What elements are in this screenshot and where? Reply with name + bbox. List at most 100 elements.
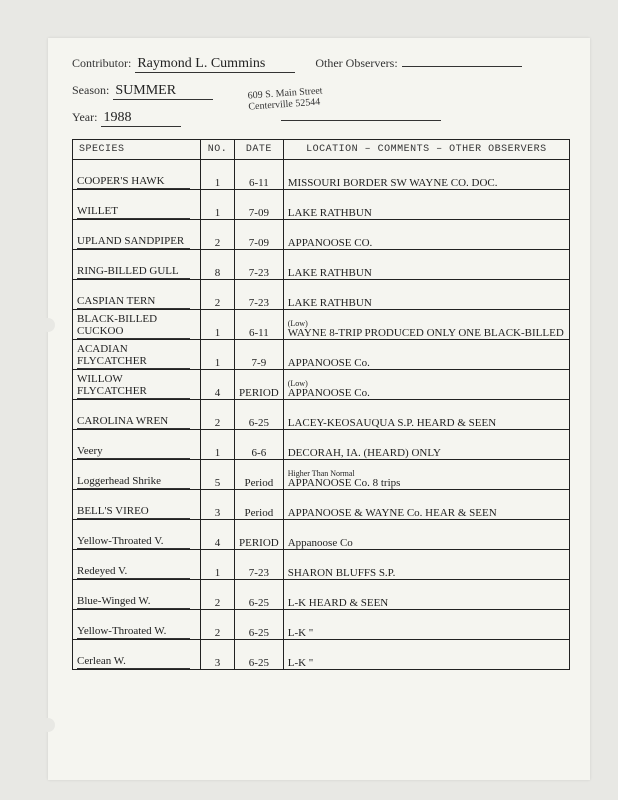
cell-no: 2	[201, 280, 235, 310]
cell-location: SHARON BLUFFS S.P.	[283, 550, 569, 580]
cell-species: CAROLINA WREN	[73, 400, 201, 430]
cell-location: LAKE RATHBUN	[283, 190, 569, 220]
cell-date: 6-6	[235, 430, 284, 460]
cell-date: 7-23	[235, 550, 284, 580]
cell-species: Cerlean W.	[73, 640, 201, 670]
binder-hole	[41, 718, 55, 732]
table-row: ACADIAN FLYCATCHER17-9APPANOOSE Co.	[73, 340, 570, 370]
other-observers-label: Other Observers:	[315, 56, 397, 71]
cell-species: COOPER'S HAWK	[73, 160, 201, 190]
table-row: COOPER'S HAWK16-11MISSOURI BORDER SW WAY…	[73, 160, 570, 190]
year-row: Year: 1988	[72, 110, 570, 127]
cell-date: 6-25	[235, 580, 284, 610]
table-row: CAROLINA WREN26-25LACEY-KEOSAUQUA S.P. H…	[73, 400, 570, 430]
table-row: Cerlean W.36-25L-K "	[73, 640, 570, 670]
cell-location: LAKE RATHBUN	[283, 250, 569, 280]
cell-date: 7-9	[235, 340, 284, 370]
cell-location: LACEY-KEOSAUQUA S.P. HEARD & SEEN	[283, 400, 569, 430]
observation-table: SPECIES NO. DATE LOCATION – COMMENTS – O…	[72, 139, 570, 670]
cell-no: 1	[201, 430, 235, 460]
cell-no: 2	[201, 400, 235, 430]
cell-date: 6-25	[235, 400, 284, 430]
cell-location: Higher Than NormalAPPANOOSE Co. 8 trips	[283, 460, 569, 490]
binder-hole	[41, 318, 55, 332]
table-row: CASPIAN TERN27-23LAKE RATHBUN	[73, 280, 570, 310]
other-observers-value	[402, 66, 522, 67]
cell-location: APPANOOSE & WAYNE Co. HEAR & SEEN	[283, 490, 569, 520]
contributor-row: Contributor: Raymond L. Cummins Other Ob…	[72, 56, 570, 73]
table-row: Loggerhead Shrike5PeriodHigher Than Norm…	[73, 460, 570, 490]
cell-species: UPLAND SANDPIPER	[73, 220, 201, 250]
cell-species: Yellow-Throated V.	[73, 520, 201, 550]
cell-date: PERIOD	[235, 520, 284, 550]
cell-species: ACADIAN FLYCATCHER	[73, 340, 201, 370]
cell-species: Yellow-Throated W.	[73, 610, 201, 640]
cell-no: 3	[201, 640, 235, 670]
cell-species: Redeyed V.	[73, 550, 201, 580]
cell-location: (Low)WAYNE 8-TRIP PRODUCED ONLY ONE BLAC…	[283, 310, 569, 340]
cell-location: APPANOOSE CO.	[283, 220, 569, 250]
contributor-label: Contributor:	[72, 56, 131, 71]
cell-no: 3	[201, 490, 235, 520]
cell-date: 7-23	[235, 280, 284, 310]
cell-no: 4	[201, 520, 235, 550]
cell-no: 1	[201, 160, 235, 190]
cell-no: 8	[201, 250, 235, 280]
contributor-value: Raymond L. Cummins	[135, 56, 295, 73]
cell-date: Period	[235, 490, 284, 520]
cell-no: 1	[201, 340, 235, 370]
cell-species: WILLOW FLYCATCHER	[73, 370, 201, 400]
table-header-row: SPECIES NO. DATE LOCATION – COMMENTS – O…	[73, 140, 570, 160]
table-row: Veery16-6DECORAH, IA. (HEARD) ONLY	[73, 430, 570, 460]
table-row: WILLOW FLYCATCHER4PERIOD(Low)APPANOOSE C…	[73, 370, 570, 400]
note-above: Higher Than Normal	[288, 470, 565, 477]
form-page: Contributor: Raymond L. Cummins Other Ob…	[48, 38, 590, 780]
cell-no: 1	[201, 550, 235, 580]
table-row: UPLAND SANDPIPER27-09APPANOOSE CO.	[73, 220, 570, 250]
header-location: LOCATION – COMMENTS – OTHER OBSERVERS	[283, 140, 569, 160]
header-species: SPECIES	[73, 140, 201, 160]
cell-date: 7-09	[235, 190, 284, 220]
table-row: WILLET17-09LAKE RATHBUN	[73, 190, 570, 220]
season-label: Season:	[72, 83, 109, 98]
cell-no: 2	[201, 610, 235, 640]
cell-date: 7-23	[235, 250, 284, 280]
table-row: BLACK-BILLED CUCKOO16-11(Low)WAYNE 8-TRI…	[73, 310, 570, 340]
cell-no: 4	[201, 370, 235, 400]
cell-location: L-K "	[283, 640, 569, 670]
cell-species: BLACK-BILLED CUCKOO	[73, 310, 201, 340]
cell-no: 2	[201, 220, 235, 250]
season-value: SUMMER	[113, 83, 213, 100]
table-row: Yellow-Throated W.26-25L-K "	[73, 610, 570, 640]
table-row: Redeyed V.17-23SHARON BLUFFS S.P.	[73, 550, 570, 580]
cell-species: WILLET	[73, 190, 201, 220]
year-label: Year:	[72, 110, 97, 125]
year-value: 1988	[101, 110, 181, 127]
cell-date: Period	[235, 460, 284, 490]
cell-no: 1	[201, 310, 235, 340]
note-above: (Low)	[288, 380, 565, 387]
cell-species: RING-BILLED GULL	[73, 250, 201, 280]
cell-date: 6-11	[235, 160, 284, 190]
cell-location: L-K HEARD & SEEN	[283, 580, 569, 610]
cell-location: L-K "	[283, 610, 569, 640]
cell-species: BELL'S VIREO	[73, 490, 201, 520]
header-no: NO.	[201, 140, 235, 160]
table-row: BELL'S VIREO3PeriodAPPANOOSE & WAYNE Co.…	[73, 490, 570, 520]
cell-no: 2	[201, 580, 235, 610]
cell-date: 6-11	[235, 310, 284, 340]
cell-location: DECORAH, IA. (HEARD) ONLY	[283, 430, 569, 460]
header-date: DATE	[235, 140, 284, 160]
cell-date: 6-25	[235, 640, 284, 670]
cell-location: Appanoose Co	[283, 520, 569, 550]
table-row: Blue-Winged W.26-25L-K HEARD & SEEN	[73, 580, 570, 610]
cell-no: 5	[201, 460, 235, 490]
cell-no: 1	[201, 190, 235, 220]
cell-species: Blue-Winged W.	[73, 580, 201, 610]
cell-species: CASPIAN TERN	[73, 280, 201, 310]
cell-species: Veery	[73, 430, 201, 460]
note-above: (Low)	[288, 320, 565, 327]
cell-location: MISSOURI BORDER SW WAYNE CO. DOC.	[283, 160, 569, 190]
cell-location: APPANOOSE Co.	[283, 340, 569, 370]
cell-date: PERIOD	[235, 370, 284, 400]
